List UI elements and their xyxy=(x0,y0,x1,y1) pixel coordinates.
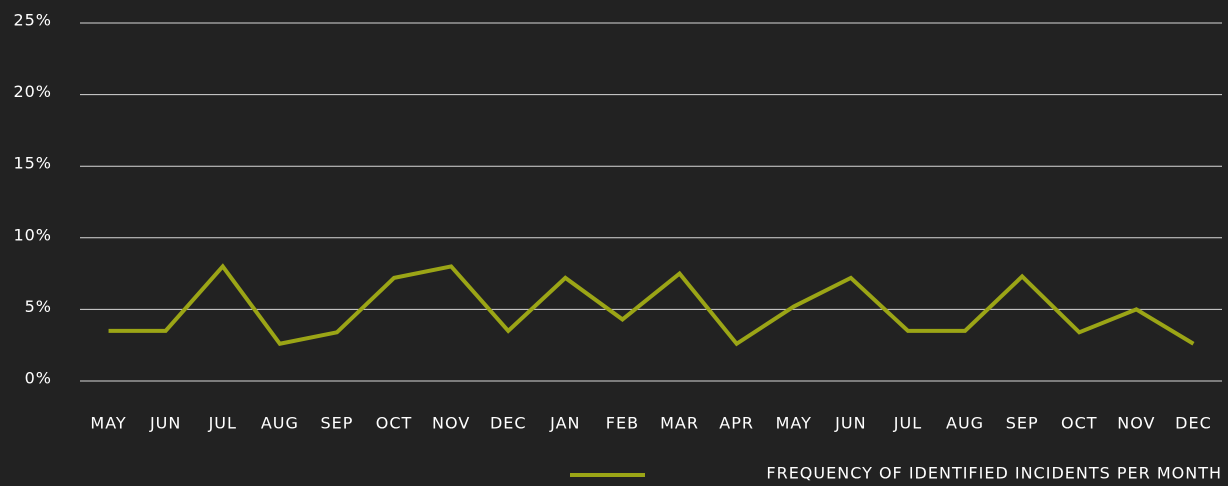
x-tick-label: SEP xyxy=(320,414,353,433)
x-tick-label: JUL xyxy=(893,414,922,433)
y-tick-label: 10% xyxy=(13,225,52,244)
x-tick-label: SEP xyxy=(1006,414,1039,433)
x-tick-label: OCT xyxy=(376,414,413,433)
x-tick-label: MAY xyxy=(90,414,126,433)
legend-label: FREQUENCY OF IDENTIFIED INCIDENTS PER MO… xyxy=(766,464,1222,483)
y-tick-label: 0% xyxy=(25,369,52,388)
x-tick-label: AUG xyxy=(946,414,984,433)
x-tick-label: APR xyxy=(719,414,754,433)
x-tick-label: JUL xyxy=(208,414,237,433)
x-tick-label: OCT xyxy=(1061,414,1098,433)
x-tick-label: MAY xyxy=(776,414,812,433)
line-series xyxy=(108,263,1195,347)
x-tick-label: MAR xyxy=(660,414,699,433)
y-tick-label: 15% xyxy=(13,154,52,173)
x-tick-label: NOV xyxy=(1117,414,1155,433)
y-tick-label: 5% xyxy=(25,297,52,316)
x-tick-label: JUN xyxy=(149,414,181,433)
x-tick-label: JAN xyxy=(549,414,580,433)
y-tick-label: 25% xyxy=(13,11,52,30)
x-tick-label: DEC xyxy=(1175,414,1212,433)
x-tick-label: JUN xyxy=(834,414,866,433)
x-tick-label: AUG xyxy=(261,414,299,433)
x-tick-label: DEC xyxy=(490,414,527,433)
x-tick-label: FEB xyxy=(606,414,639,433)
y-tick-label: 20% xyxy=(13,82,52,101)
x-tick-label: NOV xyxy=(432,414,470,433)
